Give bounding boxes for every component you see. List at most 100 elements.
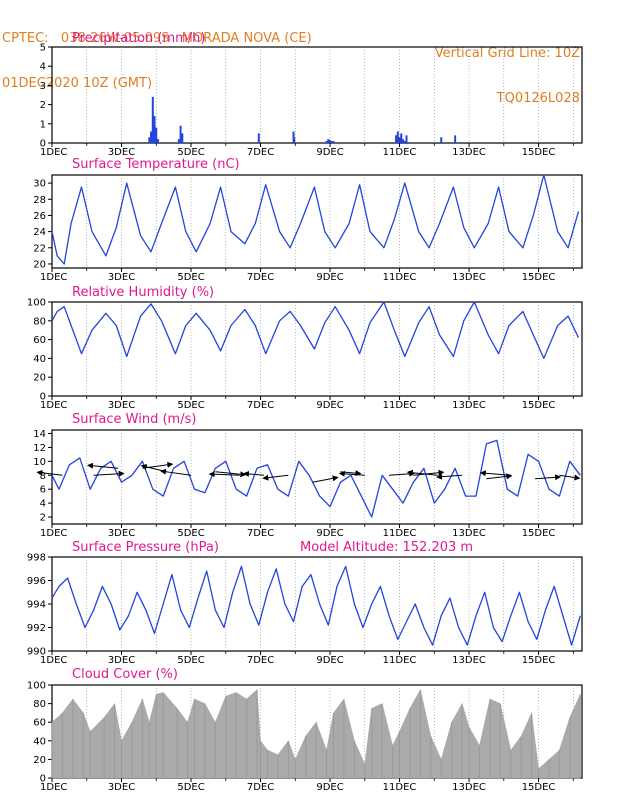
precip-bar (440, 137, 443, 143)
panel-title-precip: Precipitation (mm/h) (72, 31, 205, 46)
precip-bar (332, 141, 335, 143)
x-tick-label: 13DEC (452, 147, 486, 158)
x-tick-label: 9DEC (316, 400, 343, 411)
y-tick-label: 24 (33, 227, 46, 238)
x-tick-label: 15DEC (522, 655, 556, 666)
x-tick-label: 3DEC (108, 147, 135, 158)
x-tick-label: 11DEC (383, 400, 417, 411)
y-tick-label: 40 (33, 736, 46, 747)
x-tick-label: 7DEC (247, 400, 274, 411)
panel-pressure: 990 992 994 996 998 1DEC 3DEC 5DEC 7DEC 9DEC 11DEC… (27, 540, 583, 666)
precip-bar (150, 131, 153, 143)
y-tick-label: 10 (33, 457, 46, 468)
wind-vector (215, 471, 247, 478)
precip-bar (257, 133, 260, 143)
y-tick-label: 80 (33, 699, 46, 710)
panel-title-temperature: Surface Temperature (nC) (72, 157, 240, 172)
x-tick-label: 3DEC (108, 400, 135, 411)
y-tick-label: 22 (33, 243, 46, 254)
precip-bar (292, 131, 295, 143)
x-tick-label: 11DEC (383, 147, 417, 158)
precip-bar (396, 131, 399, 143)
wind-vector (479, 470, 511, 477)
wind-vector (208, 471, 240, 478)
wind-vector (87, 462, 119, 469)
x-tick-label: 1DEC (40, 655, 67, 666)
wind-vector (142, 461, 174, 469)
precip-bar (325, 141, 328, 143)
wind-vector (486, 473, 513, 480)
x-tick-label: 11DEC (383, 782, 417, 793)
precip-bar (402, 139, 405, 143)
y-tick-label: 4 (40, 62, 46, 73)
wind-vector (413, 469, 445, 476)
panel-frame-temperature (51, 174, 583, 269)
precip-bar (181, 133, 184, 143)
y-tick-label: 20 (33, 259, 46, 270)
panel-frame-humidity (51, 301, 583, 397)
wind-vector (559, 474, 581, 481)
wind-vector (93, 470, 125, 477)
y-tick-label: 992 (27, 623, 46, 634)
header-title-left: CPTEC: 038:26W-05:09S MORADA NOVA (CE) 0… (2, 1, 312, 106)
wind-vector (243, 470, 265, 477)
y-tick-label: 20 (33, 373, 46, 384)
x-tick-label: 7DEC (247, 272, 274, 283)
x-tick-label: 15DEC (522, 147, 556, 158)
x-tick-label: 9DEC (316, 655, 343, 666)
y-tick-label: 40 (33, 354, 46, 365)
precip-bar (395, 135, 398, 143)
y-tick-label: 6 (40, 485, 46, 496)
x-tick-label: 1DEC (40, 400, 67, 411)
y-tick-label: 0 (40, 392, 46, 403)
y-tick-label: 0 (40, 774, 46, 785)
x-tick-label: 11DEC (383, 272, 417, 283)
wind-vector (312, 475, 339, 483)
y-tick-label: 26 (33, 211, 46, 222)
wind-vector (36, 469, 63, 476)
wind-vector (406, 469, 438, 476)
header-location: CPTEC: 038:26W-05:09S MORADA NOVA (CE) (2, 31, 312, 46)
x-tick-label: 7DEC (247, 782, 274, 793)
panel-precip: 0 1 2 3 4 5 1DEC 3DEC 5DEC 7DEC 9DEC 11DEC 13DEC 15DE… (40, 31, 583, 158)
y-tick-label: 100 (27, 681, 46, 692)
precip-bar (157, 139, 159, 143)
precip-bar (454, 135, 457, 143)
precip-bar (148, 137, 151, 143)
y-tick-label: 30 (33, 179, 46, 190)
x-tick-label: 15DEC (522, 272, 556, 283)
x-tick-label: 3DEC (108, 528, 135, 539)
panel-cloud: 0 20 40 60 80 100 1DEC 3DEC 5DEC 7DEC 9DEC 11DEC 13D… (27, 667, 583, 793)
panel-frame-precip (51, 46, 583, 144)
precip-bar (293, 137, 296, 143)
x-tick-label: 11DEC (383, 655, 417, 666)
panel-title-wind: Surface Wind (m/s) (72, 412, 196, 427)
wind-vector (338, 470, 365, 477)
precip-bar (398, 137, 401, 143)
header-grid-line: Vertical Grid Line: 10Z (434, 46, 580, 61)
y-tick-label: 8 (40, 471, 46, 482)
x-tick-label: 1DEC (40, 272, 67, 283)
panel-frame-pressure (51, 556, 583, 652)
x-tick-label: 15DEC (522, 528, 556, 539)
panel-title-cloud: Cloud Cover (%) (72, 667, 178, 682)
wind-vector (160, 468, 192, 476)
x-tick-label: 7DEC (247, 655, 274, 666)
wind-vector (436, 473, 463, 480)
precip-bar (405, 135, 408, 143)
y-tick-label: 0 (40, 139, 46, 150)
y-tick-label: 20 (33, 755, 46, 766)
x-tick-label: 15DEC (522, 782, 556, 793)
x-tick-label: 13DEC (452, 782, 486, 793)
x-tick-label: 5DEC (177, 400, 204, 411)
x-tick-label: 3DEC (108, 272, 135, 283)
y-tick-label: 80 (33, 316, 46, 327)
x-tick-label: 1DEC (40, 147, 67, 158)
wind-vector (535, 474, 562, 481)
x-tick-label: 13DEC (452, 655, 486, 666)
x-tick-label: 11DEC (383, 528, 417, 539)
y-tick-label: 5 (40, 43, 46, 54)
x-tick-label: 13DEC (452, 400, 486, 411)
y-tick-label: 28 (33, 195, 46, 206)
x-tick-label: 3DEC (108, 782, 135, 793)
